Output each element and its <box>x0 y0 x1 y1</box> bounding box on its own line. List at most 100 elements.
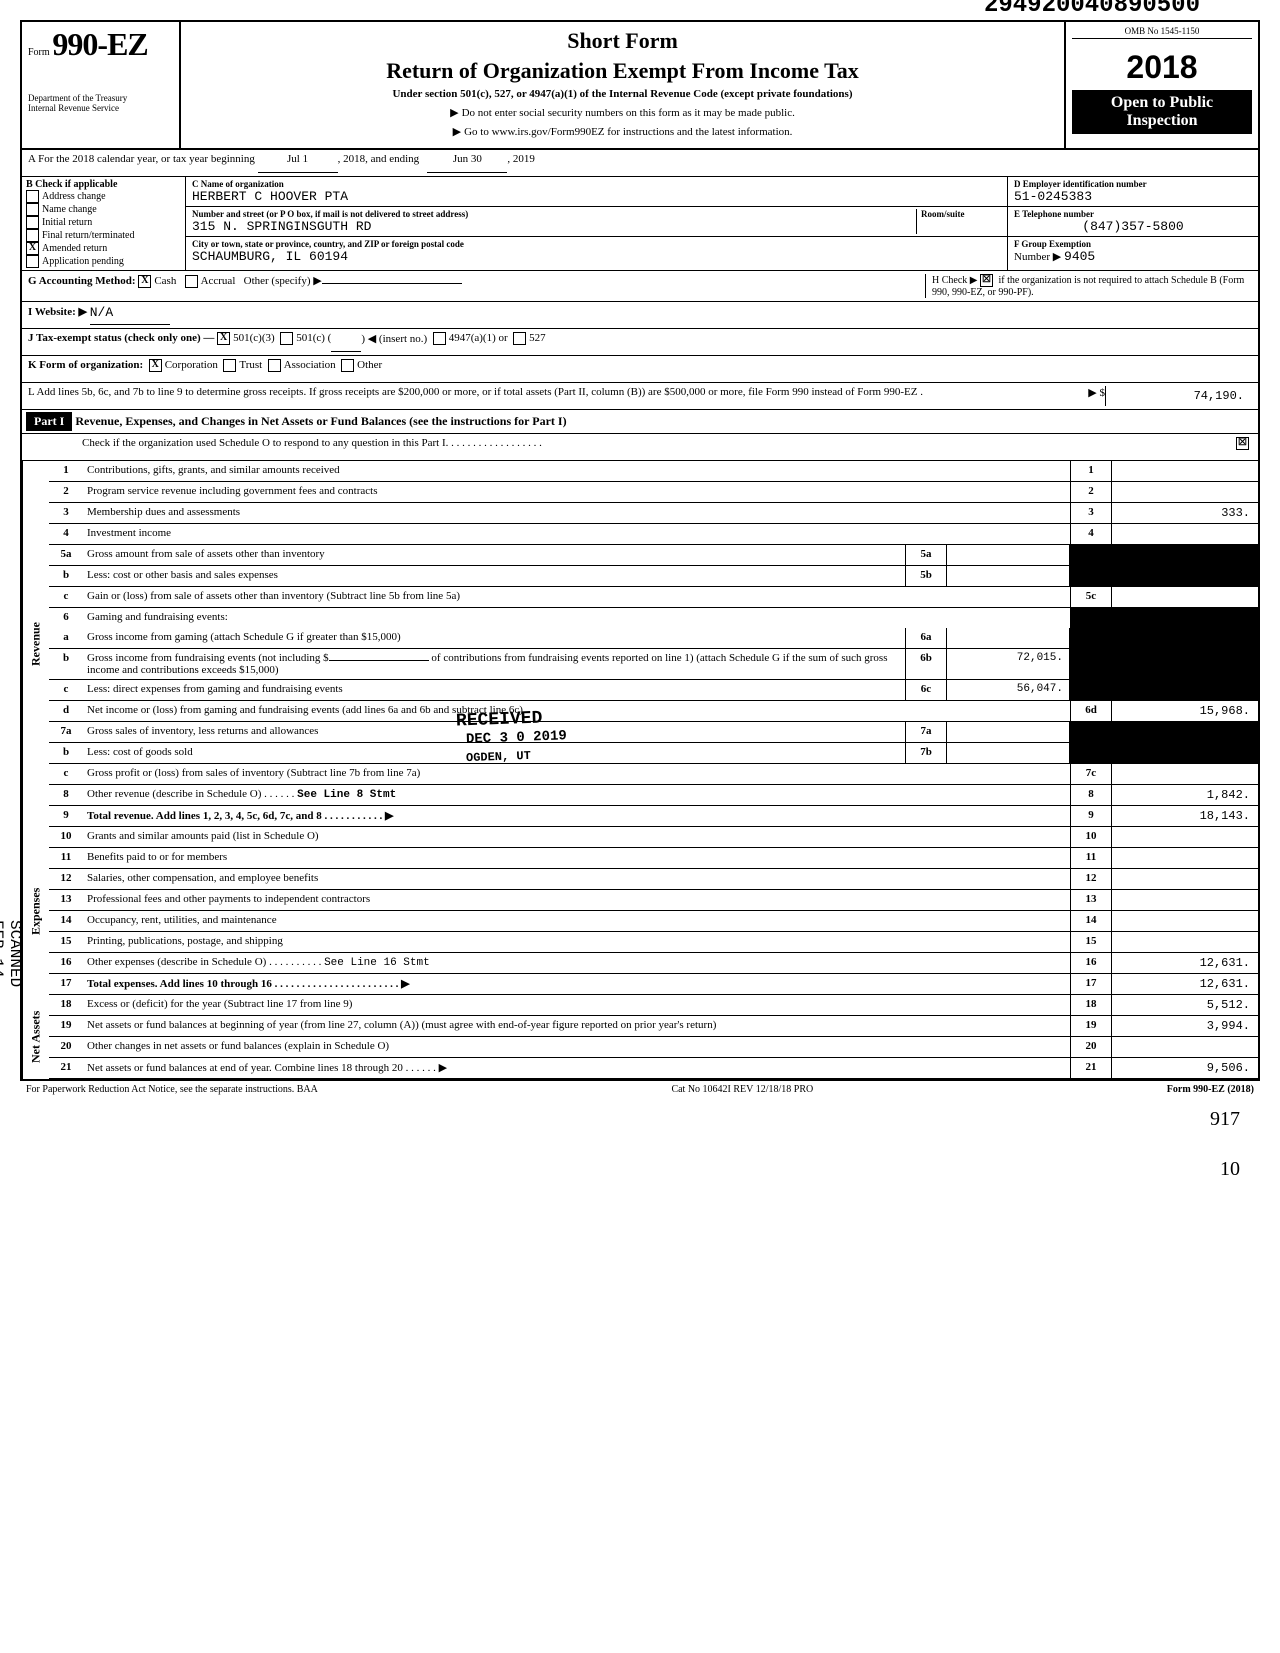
line-9-desc: Total revenue. Add lines 1, 2, 3, 4, 5c,… <box>83 806 1070 826</box>
checkbox-4947[interactable] <box>433 332 446 345</box>
line-14-desc: Occupancy, rent, utilities, and maintena… <box>83 911 1070 931</box>
line-6b-iamt: 72,015. <box>947 649 1070 679</box>
line-2-box: 2 <box>1070 482 1112 502</box>
line-6a-ibox: 6a <box>905 628 947 648</box>
section-j-label: J Tax-exempt status (check only one) — <box>28 332 214 352</box>
line-1-desc: Contributions, gifts, grants, and simila… <box>83 461 1070 481</box>
cash-label: Cash <box>154 275 176 287</box>
line-11-desc: Benefits paid to or for members <box>83 848 1070 868</box>
tax-year-end-month: Jun 30 <box>427 153 507 173</box>
line-9-amt: 18,143. <box>1112 806 1258 826</box>
line-17-box: 17 <box>1070 974 1112 994</box>
line-5c-desc: Gain or (loss) from sale of assets other… <box>83 587 1070 607</box>
line-5c-box: 5c <box>1070 587 1112 607</box>
org-street: 315 N. SPRINGINSGUTH RD <box>192 219 916 234</box>
line-13-desc: Professional fees and other payments to … <box>83 890 1070 910</box>
org-city: SCHAUMBURG, IL 60194 <box>192 249 1001 264</box>
checkbox-accrual[interactable] <box>185 275 198 288</box>
checkbox-corp[interactable]: X <box>149 359 162 372</box>
section-k-label: K Form of organization: <box>28 359 143 379</box>
checkbox-pending[interactable] <box>26 255 39 268</box>
k-assoc: Association <box>284 359 336 379</box>
checkbox-name[interactable] <box>26 203 39 216</box>
line-8-desc: Other revenue (describe in Schedule O) .… <box>83 785 1070 805</box>
cb-label-1: Name change <box>42 204 97 215</box>
line-3-amt: 333. <box>1112 503 1258 523</box>
subtitle: Under section 501(c), 527, or 4947(a)(1)… <box>189 88 1056 100</box>
k-corp: Corporation <box>165 359 218 379</box>
form-990ez: Form 990-EZ Department of the Treasury I… <box>20 20 1260 1081</box>
checkbox-trust[interactable] <box>223 359 236 372</box>
line-9-box: 9 <box>1070 806 1112 826</box>
city-label: City or town, state or province, country… <box>192 239 1001 249</box>
line-6b-ibox: 6b <box>905 649 947 679</box>
checkbox-final[interactable] <box>26 229 39 242</box>
line-16-amt: 12,631. <box>1112 953 1258 973</box>
section-l-text: L Add lines 5b, 6c, and 7b to line 9 to … <box>28 386 923 398</box>
line-19-box: 19 <box>1070 1016 1112 1036</box>
footer: For Paperwork Reduction Act Notice, see … <box>20 1081 1260 1098</box>
line-3-desc: Membership dues and assessments <box>83 503 1070 523</box>
checkbox-501c[interactable] <box>280 332 293 345</box>
checkbox-527[interactable] <box>513 332 526 345</box>
sidebar-revenue: Revenue <box>22 461 49 827</box>
phone: (847)357-5800 <box>1014 219 1252 234</box>
sidebar-netassets: Net Assets <box>22 995 49 1079</box>
line-6d-desc: Net income or (loss) from gaming and fun… <box>83 701 1070 721</box>
checkbox-amended[interactable]: X <box>26 242 39 255</box>
line-15-box: 15 <box>1070 932 1112 952</box>
section-h-text: H Check ▶ <box>932 275 977 286</box>
checkbox-address[interactable] <box>26 190 39 203</box>
line-15-desc: Printing, publications, postage, and shi… <box>83 932 1070 952</box>
section-f-number-label: Number ▶ <box>1014 251 1061 263</box>
footer-right: Form 990-EZ (2018) <box>1167 1084 1254 1095</box>
line-5b-iamt <box>947 566 1070 586</box>
line-2-desc: Program service revenue including govern… <box>83 482 1070 502</box>
line-12-box: 12 <box>1070 869 1112 889</box>
dept-irs: Internal Revenue Service <box>28 103 173 113</box>
line-14-box: 14 <box>1070 911 1112 931</box>
website: N/A <box>90 305 170 325</box>
tax-year-begin: Jul 1 <box>258 153 338 173</box>
j-opt3: 4947(a)(1) or <box>449 332 508 352</box>
checkbox-initial[interactable] <box>26 216 39 229</box>
j-opt4: 527 <box>529 332 546 352</box>
line-6-desc: Gaming and fundraising events: <box>83 608 1070 628</box>
section-f-label: F Group Exemption <box>1014 239 1252 249</box>
checkbox-schedule-b[interactable]: ☒ <box>980 274 993 287</box>
line-4-desc: Investment income <box>83 524 1070 544</box>
line-6c-ibox: 6c <box>905 680 947 700</box>
part1-check-text: Check if the organization used Schedule … <box>82 437 446 457</box>
checkbox-schedule-o[interactable]: ☒ <box>1236 437 1249 450</box>
sidebar-expenses: Expenses <box>22 827 49 995</box>
j-opt2-suffix: ) ◀ (insert no.) <box>361 332 427 352</box>
checkbox-other[interactable] <box>341 359 354 372</box>
line-10-desc: Grants and similar amounts paid (list in… <box>83 827 1070 847</box>
line-5b-ibox: 5b <box>905 566 947 586</box>
line-4-box: 4 <box>1070 524 1112 544</box>
line-7c-desc: Gross profit or (loss) from sales of inv… <box>83 764 1070 784</box>
org-name: HERBERT C HOOVER PTA <box>192 189 1001 204</box>
checkbox-assoc[interactable] <box>268 359 281 372</box>
header-center: Short Form Return of Organization Exempt… <box>181 22 1064 148</box>
cb-label-4: Amended return <box>42 243 107 254</box>
section-a-mid: , 2018, and ending <box>338 153 420 173</box>
inspection-line1: Open to Public <box>1076 94 1248 112</box>
line-16-desc: Other expenses (describe in Schedule O) … <box>83 953 1070 973</box>
form-label: Form <box>28 47 50 58</box>
line-19-amt: 3,994. <box>1112 1016 1258 1036</box>
k-other: Other <box>357 359 382 379</box>
checkbox-cash[interactable]: X <box>138 275 151 288</box>
room-label: Room/suite <box>921 209 1001 219</box>
handwritten-2: 10 <box>1220 1158 1240 1181</box>
line-6c-desc: Less: direct expenses from gaming and fu… <box>83 680 905 700</box>
header-right: OMB No 1545-1150 2018 Open to Public Ins… <box>1064 22 1258 148</box>
tax-year-end-year: , 2019 <box>507 153 535 173</box>
title-main: Return of Organization Exempt From Incom… <box>189 58 1056 84</box>
line-8-box: 8 <box>1070 785 1112 805</box>
part1-header: Part I Revenue, Expenses, and Changes in… <box>22 410 1258 434</box>
j-opt1: 501(c)(3) <box>233 332 275 352</box>
line-6c-iamt: 56,047. <box>947 680 1070 700</box>
checkbox-501c3[interactable]: X <box>217 332 230 345</box>
line-7c-box: 7c <box>1070 764 1112 784</box>
